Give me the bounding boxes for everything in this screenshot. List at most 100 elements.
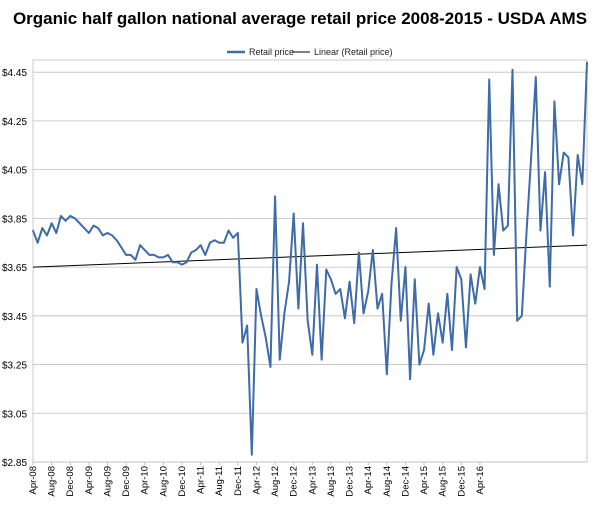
x-tick-label: Dec-11	[233, 466, 244, 496]
x-tick-label: Aug-14	[382, 466, 393, 497]
data-point	[106, 232, 109, 234]
data-point	[204, 254, 207, 256]
y-tick-label: $4.45	[2, 68, 27, 79]
data-point	[497, 183, 500, 186]
y-tick-label: $4.05	[2, 166, 27, 177]
data-point	[55, 232, 58, 234]
data-point	[460, 278, 463, 281]
data-point	[567, 156, 570, 159]
series-line-linear-trend	[32, 244, 588, 268]
data-point	[302, 222, 304, 225]
data-point	[190, 251, 193, 254]
data-point	[32, 229, 34, 232]
data-point	[581, 183, 584, 186]
data-point	[274, 195, 276, 198]
x-tick-label: Dec-15	[456, 466, 467, 497]
data-point	[251, 453, 253, 456]
data-point	[264, 336, 267, 339]
data-point	[157, 256, 160, 259]
data-point	[88, 232, 90, 234]
data-point	[213, 239, 216, 242]
legend-label-linear-trend: Linear (Retail price)	[314, 47, 393, 57]
legend-label-retail-price: Retail price	[249, 47, 294, 57]
data-point	[227, 229, 230, 232]
data-point	[386, 373, 388, 376]
data-point	[423, 349, 425, 351]
data-point	[288, 280, 290, 283]
data-point	[92, 224, 95, 227]
data-point	[516, 319, 518, 322]
y-tick-label: $3.45	[2, 312, 27, 323]
data-point	[74, 217, 76, 220]
plot-frame	[32, 59, 588, 463]
plot-area	[32, 61, 588, 456]
data-point	[153, 254, 155, 256]
x-tick-label: Aug-13	[326, 466, 337, 497]
data-point	[572, 234, 574, 237]
x-axis-ticks: Apr-08 Aug-08 Dec-08 Apr-09 Aug-09 Dec-09 Apr-…	[28, 462, 486, 497]
data-point	[348, 280, 351, 283]
data-point	[195, 249, 197, 251]
data-point	[283, 312, 286, 315]
data-point	[544, 171, 546, 173]
x-tick-label: Aug-09	[102, 466, 113, 497]
data-point	[125, 254, 127, 256]
data-point	[143, 249, 146, 251]
y-tick-label: $2.85	[2, 458, 27, 469]
x-tick-label: Apr-09	[84, 466, 95, 495]
data-point	[129, 254, 132, 256]
data-point	[455, 266, 458, 268]
data-point	[437, 312, 439, 315]
data-point	[353, 322, 356, 324]
x-tick-label: Dec-14	[400, 466, 411, 497]
legend: Retail price Linear (Retail price)	[227, 47, 393, 57]
data-point	[269, 366, 272, 368]
data-point	[534, 76, 537, 78]
y-tick-label: $3.85	[2, 214, 27, 225]
data-point	[223, 241, 225, 244]
data-point	[115, 239, 118, 242]
x-tick-label: Dec-10	[177, 466, 188, 497]
x-tick-label: Dec-08	[65, 466, 76, 497]
data-point	[111, 234, 113, 237]
x-tick-label: Apr-10	[140, 466, 151, 495]
data-point	[451, 349, 453, 351]
data-point	[232, 237, 234, 239]
data-point	[311, 354, 314, 356]
data-point	[325, 268, 328, 271]
data-point	[185, 261, 188, 264]
x-tick-label: Aug-08	[47, 466, 58, 497]
data-point	[441, 341, 444, 344]
data-point	[209, 241, 211, 244]
data-point	[558, 183, 560, 186]
data-point	[162, 256, 165, 259]
data-point	[362, 312, 365, 315]
x-tick-label: Aug-15	[438, 466, 449, 497]
data-point	[218, 241, 221, 244]
data-point	[376, 307, 379, 310]
x-tick-label: Dec-13	[345, 466, 356, 497]
data-point	[553, 100, 556, 103]
data-point	[50, 222, 53, 225]
chart-title: Organic half gallon national average ret…	[13, 9, 587, 28]
series-line-retail-price	[32, 62, 588, 456]
x-tick-label: Aug-11	[214, 466, 225, 496]
data-point	[367, 290, 369, 293]
data-point	[418, 363, 421, 366]
data-point	[344, 317, 346, 320]
data-point	[381, 293, 383, 295]
data-point	[427, 302, 430, 305]
x-tick-label: Apr-13	[307, 466, 318, 495]
y-axis-ticks: $2.85 $3.05 $3.25 $3.45 $3.65 $3.85 $4.05 $4.25…	[2, 68, 27, 469]
data-point	[120, 246, 123, 249]
data-point	[525, 232, 528, 234]
data-point	[167, 254, 169, 256]
data-point	[69, 215, 72, 217]
data-point	[576, 154, 579, 156]
data-point	[502, 229, 505, 232]
data-point	[176, 261, 179, 264]
x-tick-label: Apr-11	[196, 466, 207, 494]
data-point	[358, 251, 360, 254]
data-point	[469, 273, 472, 276]
